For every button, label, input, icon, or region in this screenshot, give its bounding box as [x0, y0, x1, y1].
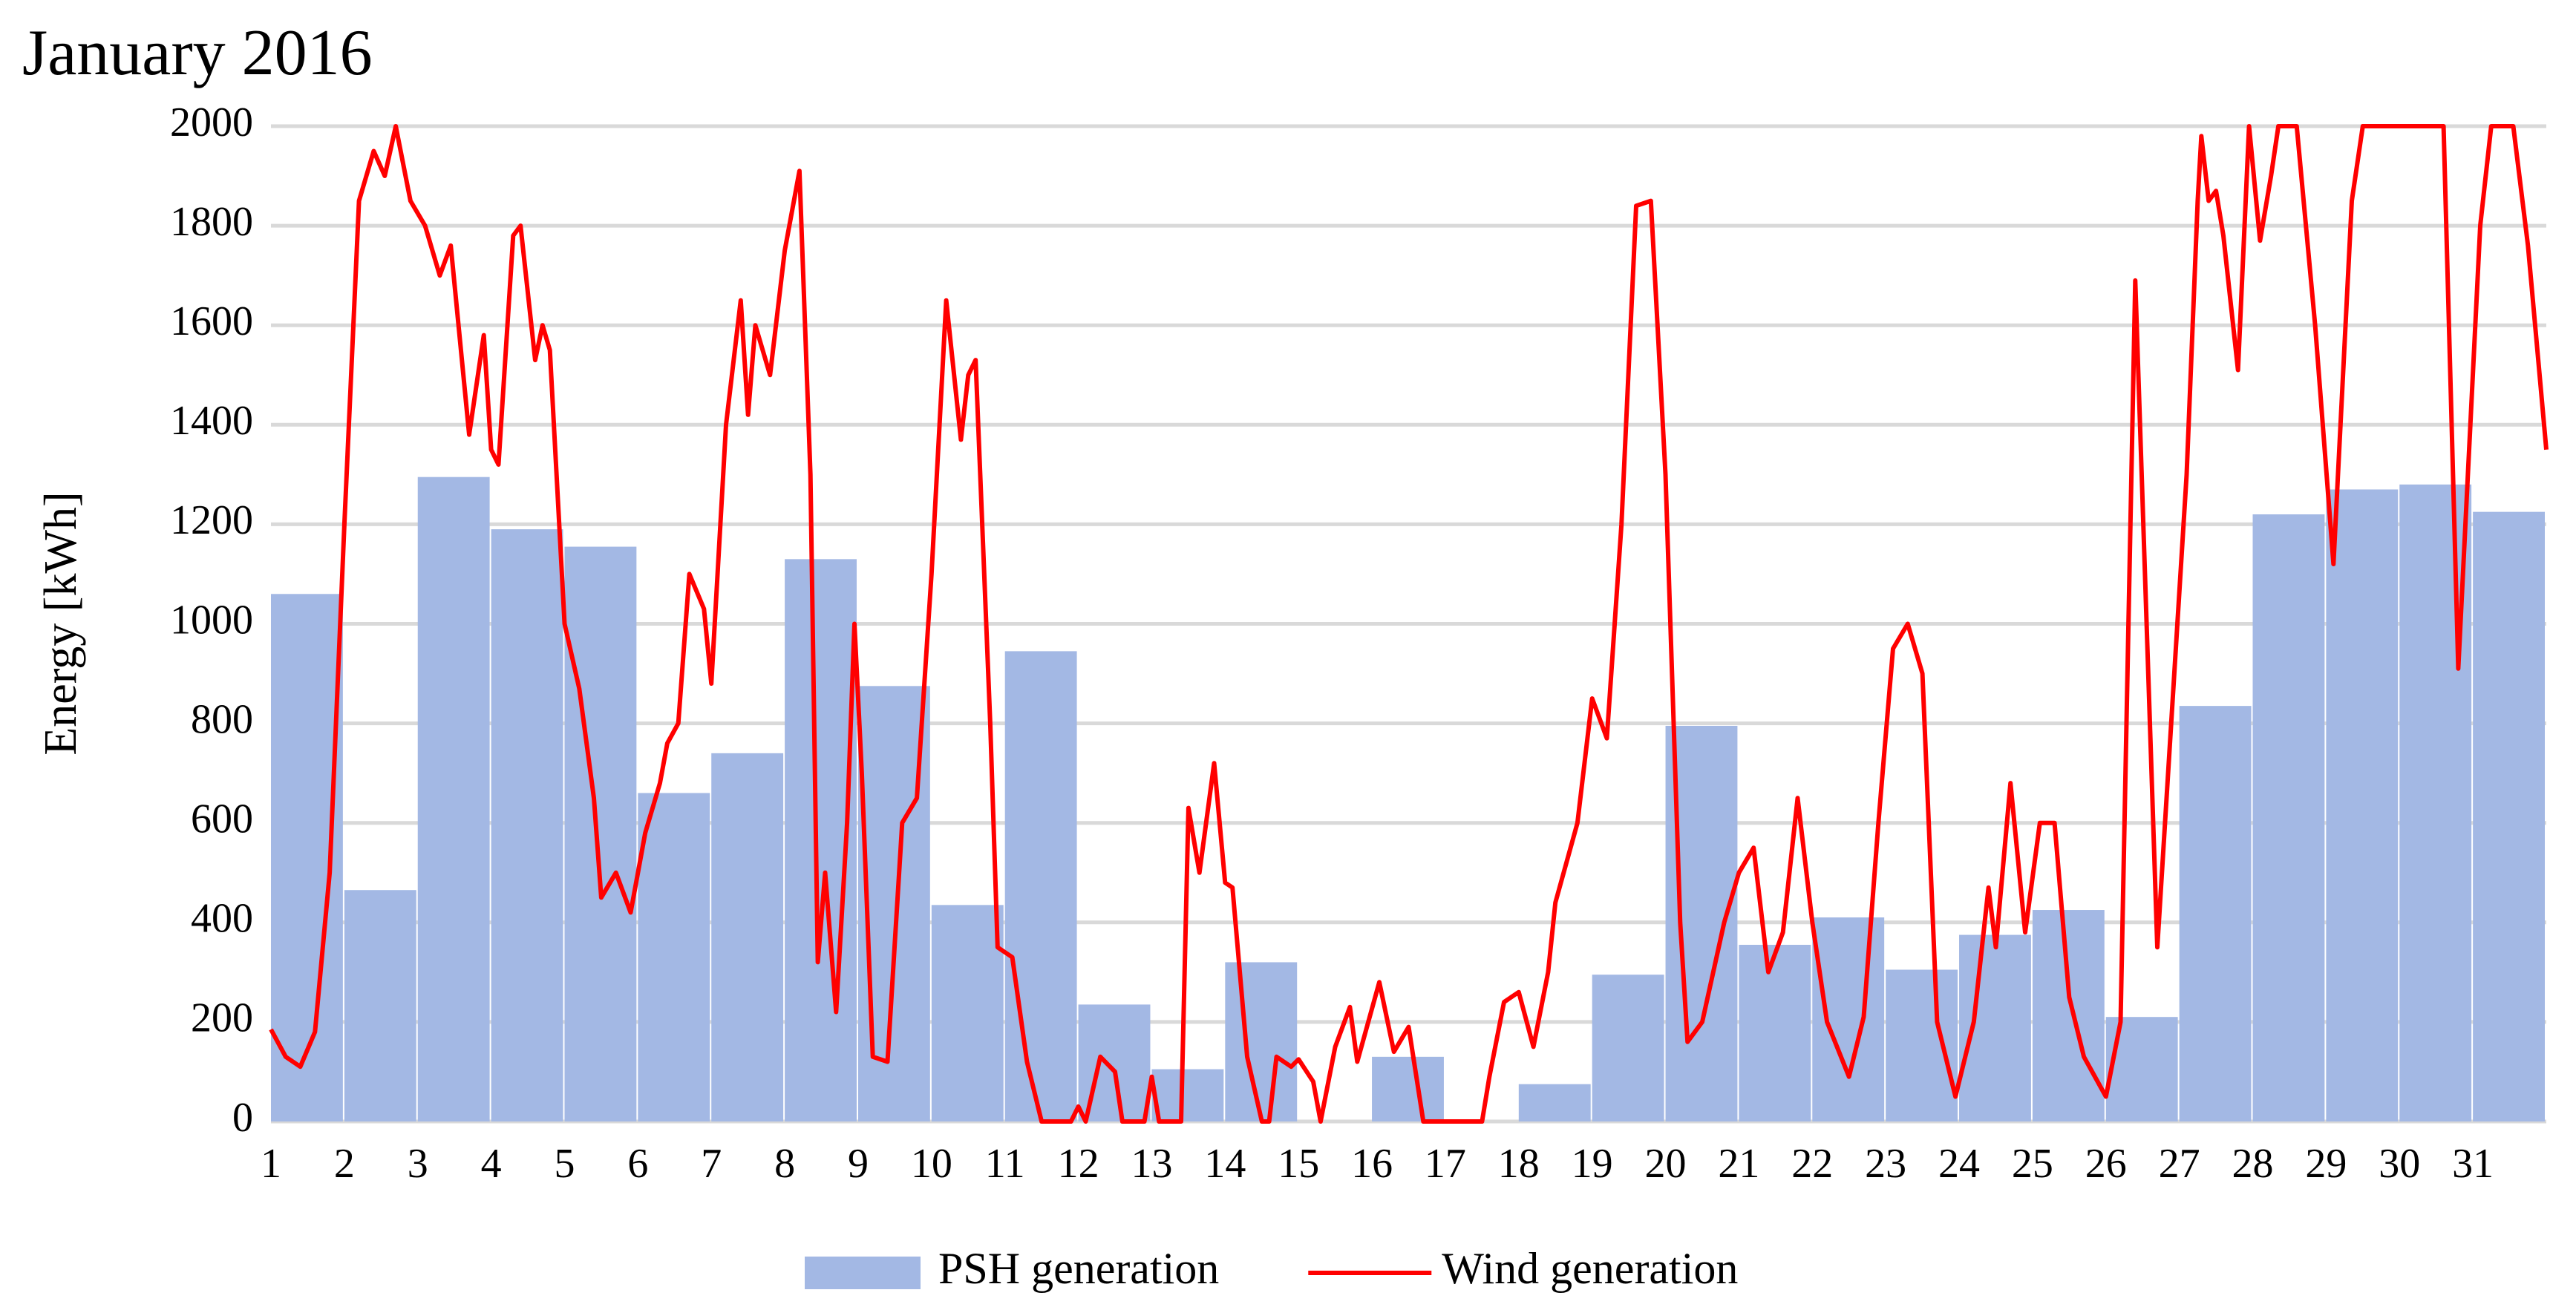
bar	[2473, 511, 2545, 1121]
x-tick-label: 26	[2085, 1141, 2127, 1187]
x-tick-label: 27	[2159, 1141, 2200, 1187]
x-tick-label: 23	[1865, 1141, 1906, 1187]
bar	[1372, 1056, 1444, 1121]
x-tick-label: 2	[334, 1141, 355, 1187]
bar	[2399, 484, 2472, 1121]
bar	[2179, 706, 2252, 1121]
x-tick-label: 4	[481, 1141, 502, 1187]
x-tick-label: 8	[774, 1141, 795, 1187]
legend-label: Wind generation	[1442, 1244, 1738, 1293]
x-tick-label: 17	[1425, 1141, 1466, 1187]
x-tick-label: 29	[2305, 1141, 2347, 1187]
y-tick-label: 1800	[170, 199, 253, 245]
bar	[2032, 910, 2105, 1121]
bar	[1739, 944, 1811, 1121]
x-tick-label: 20	[1645, 1141, 1687, 1187]
y-tick-label: 1600	[170, 298, 253, 344]
bar	[344, 890, 416, 1121]
bar	[1592, 975, 1664, 1121]
x-tick-label: 1	[261, 1141, 281, 1187]
x-tick-label: 30	[2379, 1141, 2420, 1187]
x-tick-label: 14	[1204, 1141, 1246, 1187]
x-tick-label: 13	[1131, 1141, 1172, 1187]
y-tick-label: 1000	[170, 597, 253, 643]
x-tick-label: 22	[1791, 1141, 1833, 1187]
y-axis-title: Energy [kWh]	[36, 491, 86, 755]
bar	[711, 753, 784, 1121]
y-tick-label: 800	[191, 696, 253, 742]
y-tick-label: 400	[191, 896, 253, 942]
x-tick-label: 31	[2452, 1141, 2494, 1187]
x-tick-label: 16	[1351, 1141, 1393, 1187]
bar	[1225, 962, 1298, 1121]
y-tick-label: 200	[191, 995, 253, 1041]
x-tick-label: 5	[554, 1141, 575, 1187]
y-tick-label: 0	[232, 1095, 253, 1141]
bar	[2326, 489, 2399, 1121]
x-tick-label: 24	[1938, 1141, 1980, 1187]
bar	[1959, 934, 2031, 1121]
x-tick-label: 18	[1498, 1141, 1540, 1187]
bar	[564, 546, 637, 1121]
x-tick-label: 25	[2012, 1141, 2053, 1187]
x-tick-label: 28	[2232, 1141, 2274, 1187]
bar	[931, 905, 1004, 1121]
y-tick-label: 2000	[170, 99, 253, 145]
bars	[271, 476, 2545, 1121]
legend-label: PSH generation	[938, 1244, 1219, 1293]
bar	[1518, 1084, 1591, 1121]
legend-swatch	[805, 1257, 921, 1289]
bar	[2252, 514, 2325, 1121]
x-tick-label: 7	[701, 1141, 722, 1187]
x-tick-label: 19	[1572, 1141, 1613, 1187]
y-tick-label: 600	[191, 796, 253, 842]
x-tick-label: 15	[1278, 1141, 1319, 1187]
x-tick-label: 9	[848, 1141, 869, 1187]
x-tick-label: 6	[627, 1141, 648, 1187]
x-tick-label: 10	[911, 1141, 952, 1187]
x-tick-label: 21	[1718, 1141, 1759, 1187]
bar	[638, 793, 710, 1121]
x-tick-label: 11	[985, 1141, 1025, 1187]
x-tick-label: 3	[408, 1141, 428, 1187]
bar	[491, 529, 563, 1121]
bar	[1004, 651, 1077, 1121]
line	[269, 124, 2549, 1124]
bar	[1151, 1069, 1224, 1121]
x-tick-label: 12	[1058, 1141, 1099, 1187]
y-tick-label: 1400	[170, 398, 253, 444]
bar	[1886, 969, 1958, 1121]
y-tick-label: 1200	[170, 497, 253, 543]
bar	[1812, 917, 1885, 1121]
chart-title: January 2016	[22, 17, 373, 89]
bar	[417, 476, 490, 1121]
